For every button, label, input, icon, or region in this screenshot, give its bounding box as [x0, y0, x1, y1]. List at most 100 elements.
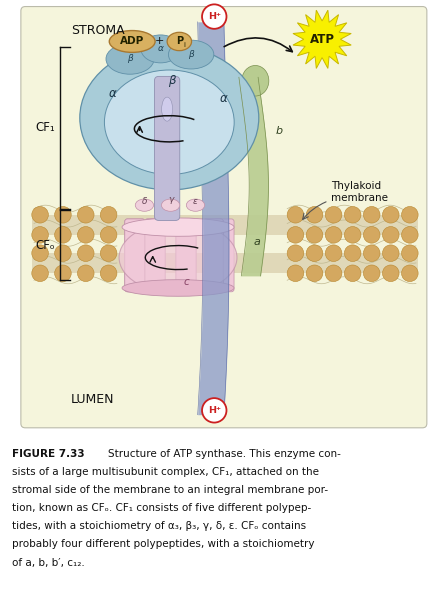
- Circle shape: [401, 245, 417, 261]
- Text: α: α: [109, 87, 116, 100]
- Circle shape: [363, 245, 379, 261]
- Text: δ: δ: [141, 197, 147, 206]
- Ellipse shape: [168, 40, 213, 69]
- Circle shape: [77, 245, 94, 261]
- Circle shape: [100, 265, 117, 282]
- Circle shape: [343, 245, 360, 261]
- Text: a: a: [254, 237, 260, 248]
- Text: LUMEN: LUMEN: [71, 393, 114, 406]
- Circle shape: [381, 245, 398, 261]
- Ellipse shape: [80, 46, 258, 190]
- Circle shape: [325, 206, 341, 223]
- Circle shape: [100, 206, 117, 223]
- Circle shape: [32, 265, 48, 282]
- Circle shape: [381, 206, 398, 223]
- Circle shape: [32, 206, 48, 223]
- Circle shape: [54, 265, 71, 282]
- Text: CF₁: CF₁: [35, 121, 55, 135]
- Text: α: α: [219, 91, 227, 105]
- Ellipse shape: [167, 32, 191, 51]
- FancyBboxPatch shape: [145, 219, 165, 292]
- Circle shape: [32, 227, 48, 243]
- FancyBboxPatch shape: [176, 219, 196, 292]
- Circle shape: [100, 245, 117, 261]
- Text: i: i: [183, 42, 185, 48]
- Circle shape: [363, 206, 379, 223]
- Text: γ: γ: [168, 196, 173, 205]
- Ellipse shape: [161, 199, 180, 211]
- Circle shape: [381, 265, 398, 282]
- Ellipse shape: [241, 66, 268, 96]
- FancyBboxPatch shape: [21, 7, 426, 428]
- FancyBboxPatch shape: [124, 219, 145, 292]
- Text: b: b: [275, 126, 282, 136]
- FancyBboxPatch shape: [203, 219, 223, 292]
- FancyBboxPatch shape: [213, 219, 233, 292]
- Circle shape: [343, 265, 360, 282]
- Circle shape: [343, 227, 360, 243]
- Ellipse shape: [135, 199, 153, 211]
- Bar: [32, 215, 417, 235]
- FancyBboxPatch shape: [176, 219, 196, 292]
- Bar: [32, 253, 417, 273]
- Circle shape: [325, 227, 341, 243]
- Text: β: β: [188, 50, 194, 59]
- Text: ε: ε: [193, 197, 198, 206]
- FancyBboxPatch shape: [145, 219, 165, 292]
- Circle shape: [401, 227, 417, 243]
- Circle shape: [32, 245, 48, 261]
- Circle shape: [381, 227, 398, 243]
- Circle shape: [401, 206, 417, 223]
- Circle shape: [100, 227, 117, 243]
- Circle shape: [77, 227, 94, 243]
- Text: stromal side of the membrane to an integral membrane por-: stromal side of the membrane to an integ…: [12, 485, 327, 495]
- Circle shape: [286, 265, 303, 282]
- Text: sists of a large multisubunit complex, CF₁, attached on the: sists of a large multisubunit complex, C…: [12, 467, 318, 477]
- Circle shape: [325, 245, 341, 261]
- Circle shape: [201, 4, 226, 29]
- Text: FIGURE 7.33: FIGURE 7.33: [12, 448, 85, 459]
- Circle shape: [325, 265, 341, 282]
- Text: +: +: [155, 36, 164, 47]
- Ellipse shape: [122, 280, 233, 296]
- Text: CFₒ: CFₒ: [35, 239, 55, 252]
- Circle shape: [306, 227, 322, 243]
- Circle shape: [306, 206, 322, 223]
- Text: ADP: ADP: [120, 36, 144, 47]
- Circle shape: [54, 245, 71, 261]
- FancyBboxPatch shape: [203, 219, 223, 292]
- Text: Structure of ATP synthase. This enzyme con-: Structure of ATP synthase. This enzyme c…: [95, 448, 340, 459]
- Ellipse shape: [186, 199, 204, 211]
- Text: probably four different polypeptides, with a stoichiometry: probably four different polypeptides, wi…: [12, 539, 314, 550]
- Ellipse shape: [141, 35, 180, 63]
- Text: ATP: ATP: [309, 33, 334, 46]
- FancyBboxPatch shape: [124, 219, 145, 292]
- Polygon shape: [292, 10, 350, 68]
- Text: tion, known as CFₒ. CF₁ consists of five different polypep-: tion, known as CFₒ. CF₁ consists of five…: [12, 503, 311, 513]
- Text: β: β: [167, 74, 175, 87]
- Circle shape: [401, 265, 417, 282]
- Text: STROMA: STROMA: [71, 24, 124, 37]
- Circle shape: [363, 265, 379, 282]
- Circle shape: [343, 206, 360, 223]
- Circle shape: [201, 398, 226, 423]
- Text: α: α: [157, 44, 163, 53]
- Circle shape: [363, 227, 379, 243]
- Ellipse shape: [119, 222, 237, 294]
- Text: H⁺: H⁺: [207, 12, 220, 21]
- Ellipse shape: [104, 70, 233, 175]
- Circle shape: [286, 206, 303, 223]
- Circle shape: [54, 227, 71, 243]
- Text: P: P: [175, 36, 183, 45]
- Circle shape: [286, 227, 303, 243]
- Ellipse shape: [106, 44, 154, 74]
- Ellipse shape: [161, 97, 172, 121]
- Circle shape: [286, 245, 303, 261]
- Text: H⁺: H⁺: [207, 406, 220, 415]
- Text: β: β: [127, 54, 133, 63]
- Circle shape: [77, 265, 94, 282]
- Text: c: c: [184, 276, 189, 286]
- Circle shape: [77, 206, 94, 223]
- Circle shape: [306, 265, 322, 282]
- Text: tides, with a stoichiometry of α₃, β₃, γ, δ, ε. CFₒ contains: tides, with a stoichiometry of α₃, β₃, γ…: [12, 521, 305, 531]
